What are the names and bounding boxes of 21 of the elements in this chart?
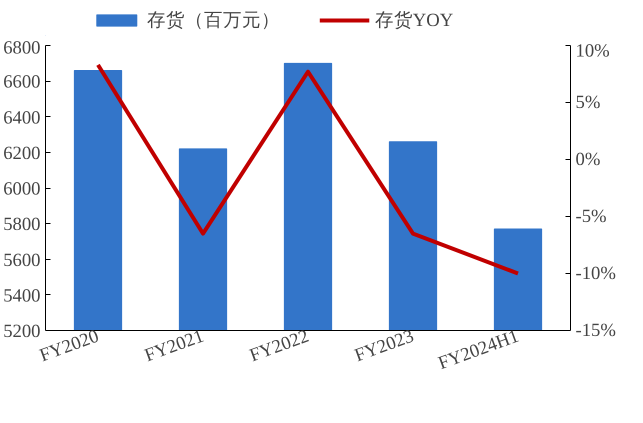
x-tick-label: FY2022 [246,326,312,366]
y2-tick-label: -10% [576,263,616,284]
x-tick-label: FY2023 [352,326,417,366]
y2-tick-label: 0% [576,149,600,170]
y2-tick-label: -15% [576,320,616,341]
y-tick-label: 6600 [3,72,40,93]
y-tick-label: 5600 [3,250,40,271]
x-tick-label: FY2021 [142,326,207,366]
y-tick-label: 6800 [3,38,40,58]
line-series [96,62,520,276]
y-tick-label: 5800 [3,214,40,236]
y2-tick-label: 5% [576,92,600,113]
y2-tick-label: -5% [576,206,607,227]
y-tick-label: 6000 [3,178,40,200]
y-tick-label: 5200 [3,321,40,342]
y-tick-label: 5400 [3,285,40,306]
legend-label: 存货（百万元） [146,9,280,33]
legend-label: 存货YOY [374,9,454,33]
y-tick-label: 6400 [3,107,40,128]
y2-tick-label: 10% [576,40,610,62]
y-tick-label: 6200 [3,142,40,164]
